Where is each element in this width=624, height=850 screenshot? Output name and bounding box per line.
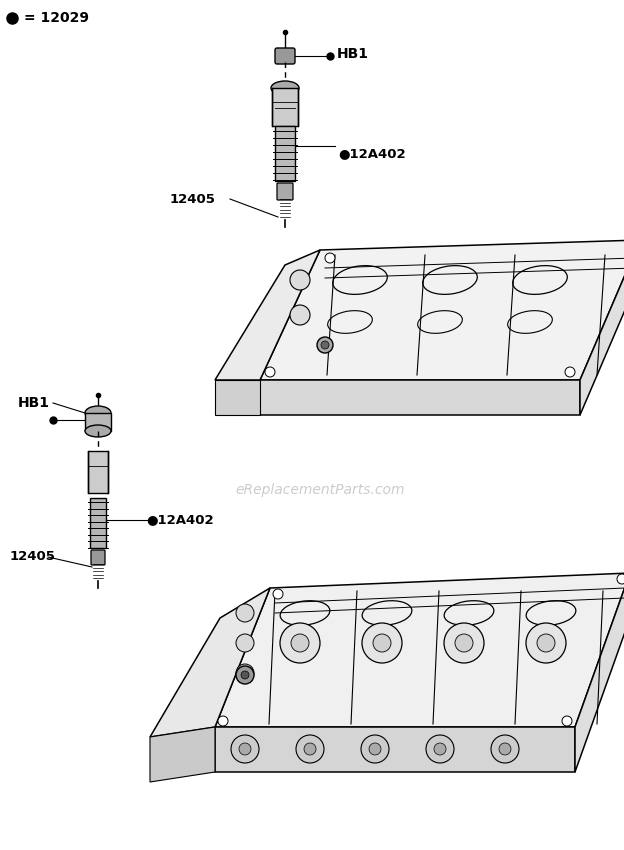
Polygon shape: [215, 250, 320, 380]
Text: 12405: 12405: [170, 192, 216, 206]
Polygon shape: [260, 380, 580, 415]
Ellipse shape: [85, 406, 111, 420]
Circle shape: [239, 743, 251, 755]
Circle shape: [218, 716, 228, 726]
Text: ●12A402: ●12A402: [338, 148, 406, 161]
Bar: [275, 126, 295, 181]
Circle shape: [241, 671, 249, 679]
Bar: [85, 413, 111, 431]
Circle shape: [373, 634, 391, 652]
Polygon shape: [580, 240, 624, 415]
FancyBboxPatch shape: [275, 48, 295, 64]
Bar: [90, 498, 106, 548]
Circle shape: [290, 270, 310, 290]
Circle shape: [362, 623, 402, 663]
Circle shape: [296, 735, 324, 763]
Circle shape: [317, 337, 333, 353]
Polygon shape: [260, 240, 624, 380]
Polygon shape: [575, 573, 624, 772]
Polygon shape: [150, 588, 270, 737]
Circle shape: [434, 743, 446, 755]
Bar: [88, 451, 108, 493]
Polygon shape: [215, 573, 624, 727]
Text: HB1: HB1: [18, 396, 50, 410]
Circle shape: [325, 253, 335, 263]
Circle shape: [236, 666, 254, 684]
Polygon shape: [215, 380, 260, 415]
Circle shape: [499, 743, 511, 755]
Text: eReplacementParts.com: eReplacementParts.com: [235, 483, 405, 497]
Circle shape: [231, 735, 259, 763]
FancyBboxPatch shape: [277, 183, 293, 200]
Circle shape: [369, 743, 381, 755]
FancyBboxPatch shape: [91, 550, 105, 565]
Circle shape: [265, 367, 275, 377]
Circle shape: [617, 574, 624, 584]
Circle shape: [236, 634, 254, 652]
Circle shape: [236, 664, 254, 682]
Circle shape: [562, 716, 572, 726]
Circle shape: [455, 634, 473, 652]
Polygon shape: [150, 727, 215, 782]
Text: ●12A402: ●12A402: [146, 513, 213, 526]
Circle shape: [321, 341, 329, 349]
Circle shape: [426, 735, 454, 763]
Circle shape: [526, 623, 566, 663]
Circle shape: [291, 634, 309, 652]
Bar: [272, 88, 298, 126]
Circle shape: [273, 589, 283, 599]
Circle shape: [236, 604, 254, 622]
Text: = 12029: = 12029: [24, 11, 89, 25]
Circle shape: [280, 623, 320, 663]
Text: HB1: HB1: [337, 47, 369, 61]
Circle shape: [361, 735, 389, 763]
Circle shape: [444, 623, 484, 663]
Circle shape: [290, 305, 310, 325]
Ellipse shape: [271, 81, 299, 95]
Ellipse shape: [85, 425, 111, 437]
Circle shape: [565, 367, 575, 377]
Polygon shape: [215, 727, 575, 772]
Text: 12405: 12405: [10, 551, 56, 564]
Circle shape: [491, 735, 519, 763]
Circle shape: [304, 743, 316, 755]
Circle shape: [537, 634, 555, 652]
